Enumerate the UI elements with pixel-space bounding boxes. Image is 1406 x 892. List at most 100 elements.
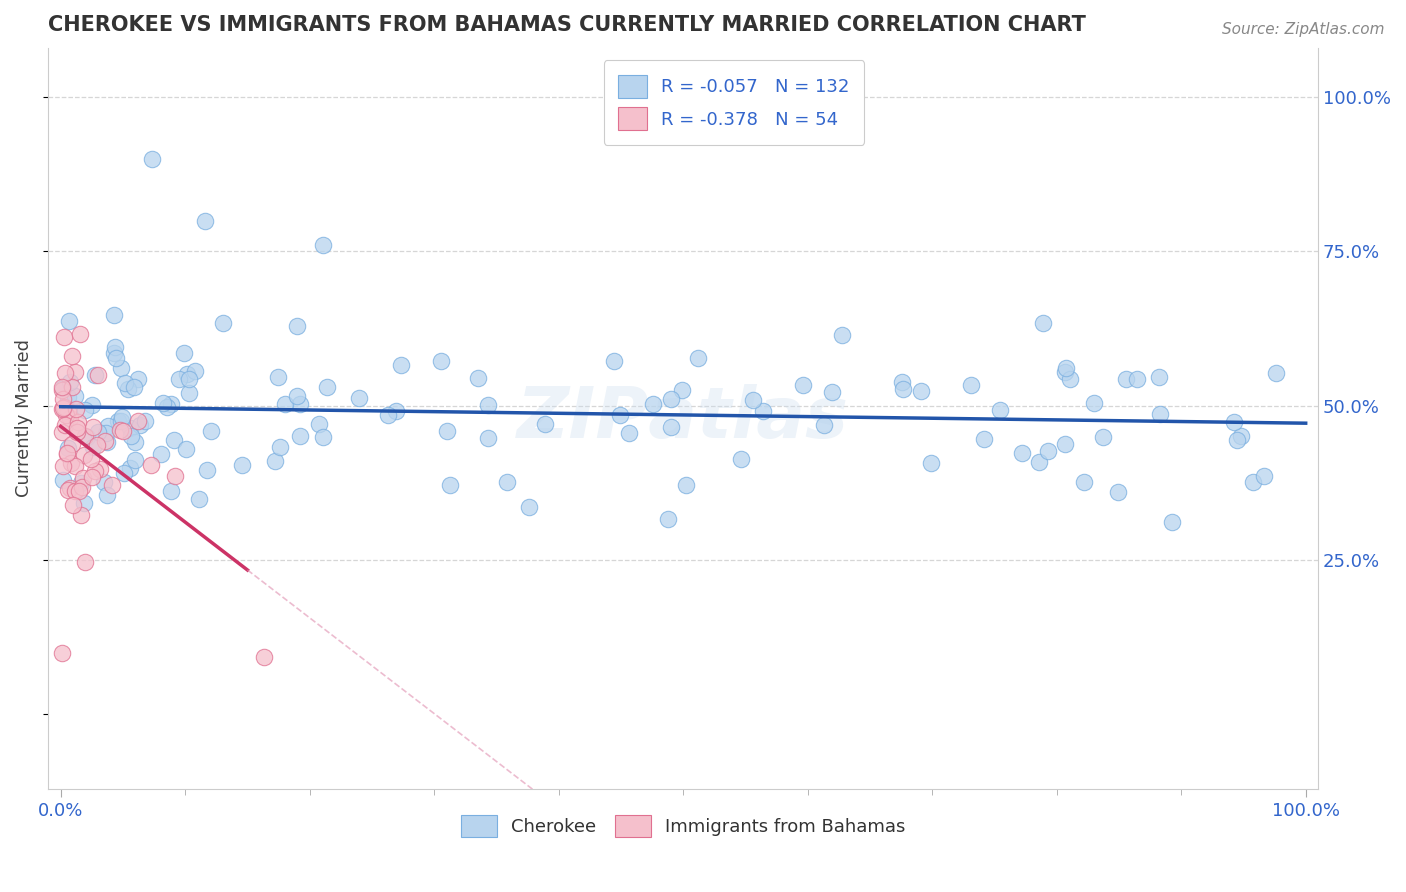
Point: [1059, 372, 1081, 386]
Point: [56, 441, 79, 455]
Point: [127, 372, 149, 386]
Point: [1036, 444, 1059, 458]
Point: [675, 477, 697, 491]
Point: [83, 368, 105, 382]
Point: [52, 473, 75, 487]
Point: [686, 351, 709, 366]
Point: [56, 404, 79, 418]
Point: [82, 440, 104, 454]
Point: [56, 483, 79, 497]
Point: [659, 392, 682, 406]
Point: [139, 458, 162, 473]
Point: [831, 328, 853, 343]
Point: [1147, 370, 1170, 384]
Point: [349, 391, 371, 405]
Point: [430, 354, 453, 368]
Point: [160, 484, 183, 499]
Point: [165, 469, 187, 483]
Point: [517, 500, 540, 514]
Point: [160, 396, 183, 410]
Point: [1265, 366, 1288, 380]
Point: [112, 424, 135, 438]
Point: [200, 425, 222, 439]
Point: [1054, 360, 1077, 375]
Point: [63, 365, 86, 379]
Point: [76, 430, 98, 444]
Point: [1229, 428, 1251, 442]
Point: [730, 452, 752, 467]
Point: [177, 386, 200, 401]
Point: [86, 438, 108, 452]
Point: [384, 404, 406, 418]
Point: [1226, 434, 1249, 448]
Point: [124, 434, 146, 449]
Point: [534, 417, 557, 431]
Point: [129, 418, 152, 433]
Point: [67, 483, 90, 498]
Point: [960, 377, 983, 392]
Point: [920, 456, 942, 470]
Point: [973, 432, 995, 446]
Point: [51, 380, 73, 394]
Point: [73, 448, 96, 462]
Point: [609, 408, 631, 422]
Point: [73, 555, 96, 569]
Point: [253, 649, 276, 664]
Point: [1073, 475, 1095, 490]
Point: [59, 456, 82, 470]
Point: [103, 346, 125, 360]
Point: [891, 376, 914, 390]
Point: [752, 404, 775, 418]
Point: [813, 418, 835, 433]
Point: [73, 403, 96, 417]
Point: [173, 346, 195, 360]
Text: Source: ZipAtlas.com: Source: ZipAtlas.com: [1222, 22, 1385, 37]
Point: [58, 314, 80, 328]
Point: [72, 495, 94, 509]
Point: [1028, 455, 1050, 469]
Point: [285, 318, 308, 333]
Point: [659, 420, 682, 434]
Point: [195, 463, 218, 477]
Point: [188, 491, 211, 506]
Point: [288, 429, 311, 443]
Point: [1241, 475, 1264, 490]
Point: [169, 372, 191, 386]
Point: [66, 425, 89, 439]
Point: [112, 466, 135, 480]
Point: [174, 442, 197, 456]
Point: [194, 213, 217, 227]
Point: [910, 384, 932, 399]
Point: [657, 512, 679, 526]
Point: [111, 409, 134, 424]
Point: [163, 433, 186, 447]
Point: [891, 382, 914, 396]
Point: [117, 382, 139, 396]
Point: [1107, 485, 1129, 500]
Point: [53, 329, 76, 343]
Point: [176, 367, 198, 381]
Point: [312, 238, 335, 252]
Point: [56, 390, 79, 404]
Point: [141, 152, 163, 166]
Point: [60, 437, 83, 451]
Point: [52, 381, 75, 395]
Point: [671, 384, 693, 398]
Y-axis label: Currently Married: Currently Married: [15, 339, 32, 497]
Point: [93, 475, 115, 490]
Point: [742, 392, 765, 407]
Point: [69, 508, 91, 522]
Text: CHEROKEE VS IMMIGRANTS FROM BAHAMAS CURRENTLY MARRIED CORRELATION CHART: CHEROKEE VS IMMIGRANTS FROM BAHAMAS CURR…: [48, 15, 1087, 35]
Point: [285, 389, 308, 403]
Point: [1115, 372, 1137, 386]
Point: [184, 364, 207, 378]
Point: [308, 417, 330, 431]
Point: [80, 398, 103, 412]
Point: [1091, 430, 1114, 444]
Point: [55, 408, 77, 422]
Point: [69, 475, 91, 490]
Point: [63, 484, 86, 499]
Point: [641, 397, 664, 411]
Point: [60, 349, 83, 363]
Point: [617, 425, 640, 440]
